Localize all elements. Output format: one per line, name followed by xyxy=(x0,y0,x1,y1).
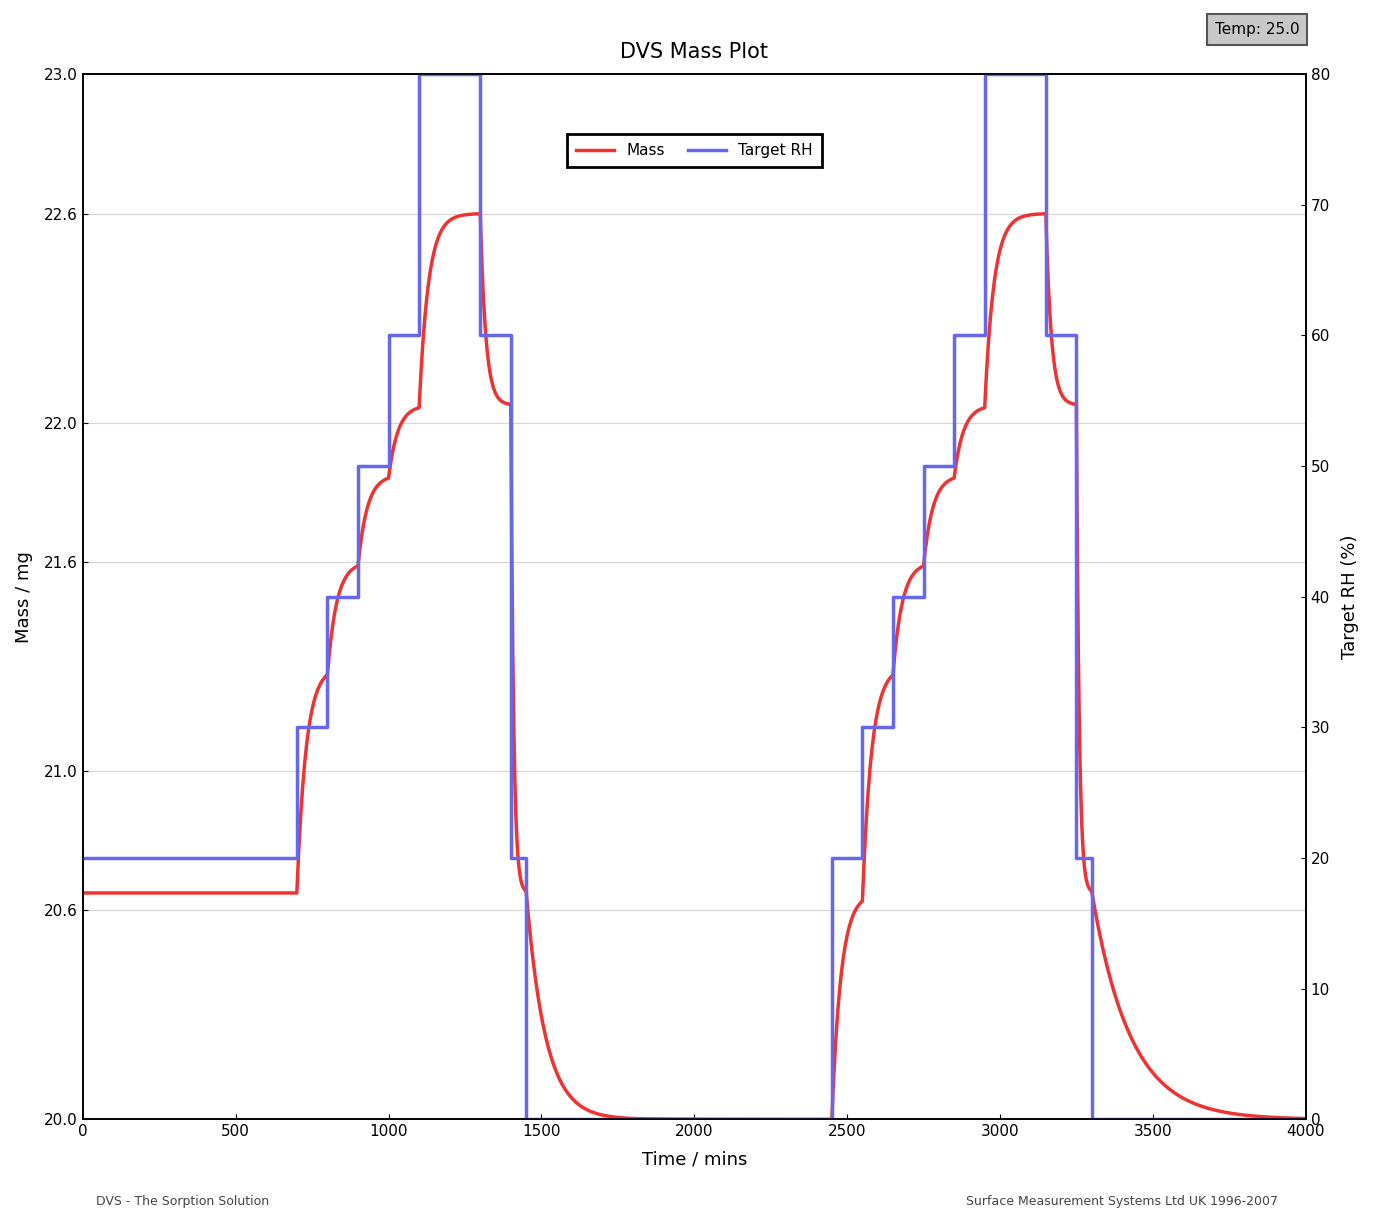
Text: Temp: 25.0: Temp: 25.0 xyxy=(1215,22,1300,37)
Text: Surface Measurement Systems Ltd UK 1996-2007: Surface Measurement Systems Ltd UK 1996-… xyxy=(966,1196,1278,1208)
Y-axis label: Mass / mg: Mass / mg xyxy=(15,551,33,643)
Text: DVS - The Sorption Solution: DVS - The Sorption Solution xyxy=(96,1196,269,1208)
Title: DVS Mass Plot: DVS Mass Plot xyxy=(620,41,768,61)
Legend: Mass, Target RH: Mass, Target RH xyxy=(566,134,822,167)
X-axis label: Time / mins: Time / mins xyxy=(642,1150,747,1169)
Y-axis label: Target RH (%): Target RH (%) xyxy=(1341,534,1359,659)
